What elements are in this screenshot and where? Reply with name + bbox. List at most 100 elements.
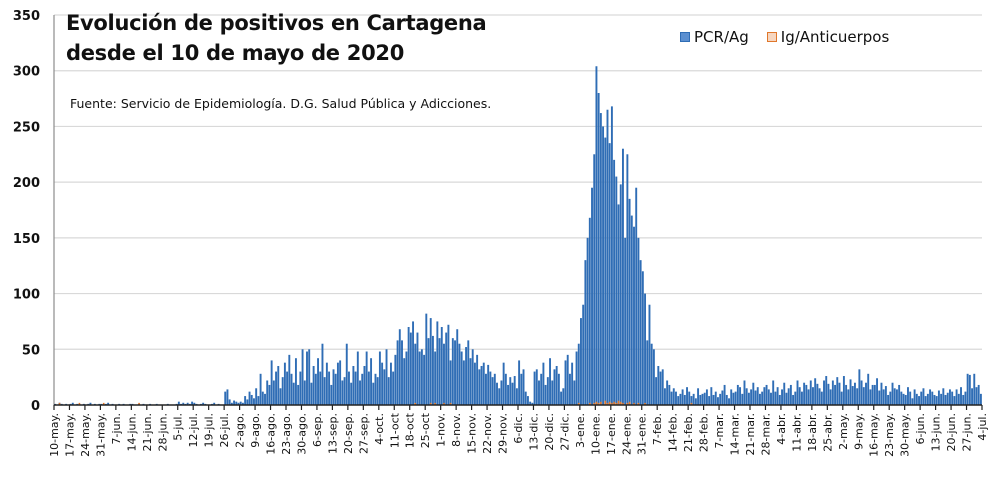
chart-title: Evolución de positivos en Cartagena desd… <box>66 8 487 68</box>
bar-pcr-ag <box>911 398 914 405</box>
bar-pcr-ag <box>564 360 567 405</box>
bar-ig-anticuerpos <box>595 401 598 405</box>
bar-pcr-ag <box>540 373 543 405</box>
bar-pcr-ag <box>710 387 713 405</box>
bar-pcr-ag <box>606 109 609 405</box>
bar-pcr-ag <box>509 377 512 405</box>
bar-pcr-ag <box>239 401 242 405</box>
bar-pcr-ag <box>829 389 832 405</box>
bar-pcr-ag <box>977 384 980 405</box>
bar-pcr-ag <box>460 351 463 405</box>
bar-pcr-ag <box>608 143 611 405</box>
bar-pcr-ag <box>270 360 273 405</box>
x-tick-label: 28-jun. <box>156 413 169 451</box>
legend-label-pcr: PCR/Ag <box>694 28 749 46</box>
bar-pcr-ag <box>341 380 344 405</box>
x-tick-label: 19-jul. <box>203 413 216 448</box>
bar-pcr-ag <box>765 384 768 405</box>
bar-pcr-ag <box>319 371 322 405</box>
bar-pcr-ag <box>580 318 582 405</box>
x-tick-label: 28-mar. <box>759 413 772 455</box>
bar-pcr-ag <box>224 391 227 405</box>
bar-pcr-ag <box>853 382 856 405</box>
x-tick-label: 14-mar. <box>729 413 742 455</box>
x-tick-label: 4-jul. <box>976 413 989 441</box>
bar-pcr-ag <box>253 398 255 405</box>
bar-pcr-ag <box>378 351 381 405</box>
bar-pcr-ag <box>650 343 653 405</box>
bar-pcr-ag <box>690 396 693 405</box>
bar-ig-anticuerpos <box>138 402 140 405</box>
bar-pcr-ag <box>933 394 936 405</box>
bar-pcr-ag <box>526 396 529 405</box>
bar-pcr-ag <box>241 402 244 405</box>
bar-pcr-ag <box>893 388 896 405</box>
bar-pcr-ag <box>615 176 618 405</box>
bar-pcr-ag <box>458 343 461 405</box>
bar-pcr-ag <box>953 396 956 405</box>
bar-pcr-ag <box>334 373 337 405</box>
bar-pcr-ag <box>708 396 711 405</box>
bar-pcr-ag <box>721 390 724 405</box>
bar-pcr-ag <box>752 382 755 405</box>
bar-ig-anticuerpos <box>626 402 629 405</box>
bar-pcr-ag <box>412 321 415 405</box>
bar-pcr-ag <box>387 377 390 405</box>
x-tick-label: 29-nov. <box>497 413 510 454</box>
bar-pcr-ag <box>694 398 697 405</box>
bar-pcr-ag <box>507 384 510 405</box>
legend: PCR/Ag Ig/Anticuerpos <box>680 28 889 46</box>
bar-pcr-ag <box>644 293 647 405</box>
x-tick-label: 8-nov. <box>450 413 463 447</box>
legend-label-ig: Ig/Anticuerpos <box>780 28 890 46</box>
x-tick-label: 18-oct <box>404 412 417 448</box>
bar-pcr-ag <box>818 388 821 405</box>
x-tick-label: 31-may. <box>94 413 107 457</box>
bar-pcr-ag <box>692 393 695 405</box>
bar-pcr-ag <box>697 388 700 405</box>
bar-pcr-ag <box>420 349 423 405</box>
bar-ig-anticuerpos <box>615 402 618 405</box>
bar-pcr-ag <box>962 394 965 405</box>
bar-pcr-ag <box>566 354 569 405</box>
x-tick-label: 24-may. <box>79 413 92 457</box>
bar-pcr-ag <box>845 384 848 405</box>
bar-pcr-ag <box>476 354 479 405</box>
bar-pcr-ag <box>960 387 962 405</box>
bar-pcr-ag <box>352 366 355 405</box>
bar-pcr-ag <box>957 393 960 405</box>
bar-pcr-ag <box>789 384 792 405</box>
bar-pcr-ag <box>796 380 799 405</box>
bar-pcr-ag <box>659 371 662 405</box>
bar-pcr-ag <box>522 369 525 405</box>
bar-pcr-ag <box>635 187 638 405</box>
bar-pcr-ag <box>409 332 412 405</box>
bar-pcr-ag <box>268 384 271 405</box>
bar-pcr-ag <box>931 391 934 405</box>
bar-pcr-ag <box>865 382 867 405</box>
x-tick-label: 14-feb. <box>667 413 680 452</box>
x-tick-label: 27-dic. <box>558 413 571 451</box>
bar-ig-anticuerpos <box>628 401 631 405</box>
x-tick-label: 25-abr. <box>821 413 834 452</box>
bar-pcr-ag <box>681 389 684 405</box>
bar-pcr-ag <box>301 349 304 405</box>
bar-pcr-ag <box>290 373 293 405</box>
x-tick-label: 4-abr. <box>775 413 788 445</box>
bar-pcr-ag <box>639 260 642 405</box>
bar-pcr-ag <box>935 396 938 405</box>
bar-pcr-ag <box>283 362 286 405</box>
y-tick-label: 250 <box>13 120 40 135</box>
bar-pcr-ag <box>467 340 470 405</box>
x-tick-label: 10-ene. <box>589 413 602 455</box>
bar-pcr-ag <box>250 394 253 405</box>
x-tick-label: 22-nov. <box>481 413 494 454</box>
bar-pcr-ag <box>807 389 810 405</box>
bar-pcr-ag <box>732 392 735 405</box>
bar-pcr-ag <box>348 371 350 405</box>
x-tick-label: 6-dic. <box>512 413 525 444</box>
bar-pcr-ag <box>838 382 841 405</box>
y-tick-label: 300 <box>13 65 40 80</box>
bar-pcr-ag <box>182 402 185 405</box>
